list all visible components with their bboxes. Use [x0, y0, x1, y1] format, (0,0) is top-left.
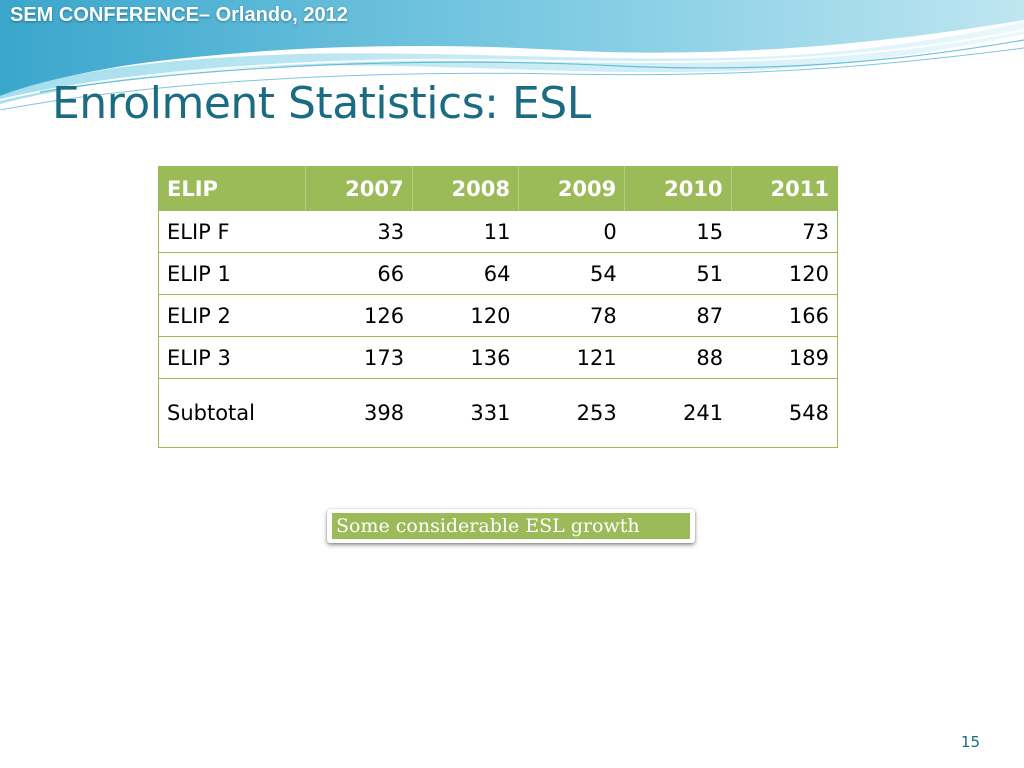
column-header-2008: 2008: [412, 166, 519, 211]
table-cell: 88: [624, 336, 732, 379]
subtotal-row: Subtotal 398 331 253 241 548: [158, 378, 838, 448]
table-cell: 120: [412, 294, 519, 337]
row-label: Subtotal: [158, 378, 306, 448]
row-label: ELIP 3: [158, 336, 306, 379]
note-callout: Some considerable ESL growth: [327, 509, 695, 543]
table-cell: 120: [731, 252, 838, 295]
table-cell: 64: [412, 252, 519, 295]
table-cell: 189: [731, 336, 838, 379]
column-header-2010: 2010: [624, 166, 732, 211]
column-header-2011: 2011: [731, 166, 838, 211]
table-cell: 253: [518, 378, 625, 448]
row-label: ELIP F: [158, 210, 306, 253]
table-cell: 548: [731, 378, 838, 448]
table-row: ELIP F 33 11 0 15 73: [158, 210, 838, 253]
table-cell: 126: [305, 294, 413, 337]
table-row: ELIP 1 66 64 54 51 120: [158, 252, 838, 295]
table-cell: 0: [518, 210, 625, 253]
table-cell: 78: [518, 294, 625, 337]
table-cell: 11: [412, 210, 519, 253]
row-label: ELIP 2: [158, 294, 306, 337]
column-header-elip: ELIP: [158, 166, 307, 211]
conference-label: SEM CONFERENCE– Orlando, 2012: [10, 4, 348, 26]
enrolment-table: ELIP 2007 2008 2009 2010 2011 ELIP F 33 …: [158, 166, 838, 448]
header-wave-decoration: [0, 0, 1024, 110]
table-header-row: ELIP 2007 2008 2009 2010 2011: [158, 166, 838, 211]
table-cell: 136: [412, 336, 519, 379]
column-header-2007: 2007: [305, 166, 413, 211]
table-cell: 54: [518, 252, 625, 295]
table-cell: 166: [731, 294, 838, 337]
table-cell: 331: [412, 378, 519, 448]
table-cell: 51: [624, 252, 732, 295]
table-cell: 33: [305, 210, 413, 253]
table-cell: 121: [518, 336, 625, 379]
table-cell: 241: [624, 378, 732, 448]
table-cell: 87: [624, 294, 732, 337]
page-number: 15: [960, 733, 980, 751]
slide-title: Enrolment Statistics: ESL: [52, 78, 591, 129]
column-header-2009: 2009: [518, 166, 626, 211]
table-cell: 15: [624, 210, 732, 253]
note-text: Some considerable ESL growth: [332, 513, 690, 539]
table-row: ELIP 3 173 136 121 88 189: [158, 336, 838, 379]
table-cell: 66: [305, 252, 413, 295]
table-cell: 398: [305, 378, 413, 448]
table-cell: 173: [305, 336, 413, 379]
table-cell: 73: [731, 210, 838, 253]
row-label: ELIP 1: [158, 252, 306, 295]
table-row: ELIP 2 126 120 78 87 166: [158, 294, 838, 337]
